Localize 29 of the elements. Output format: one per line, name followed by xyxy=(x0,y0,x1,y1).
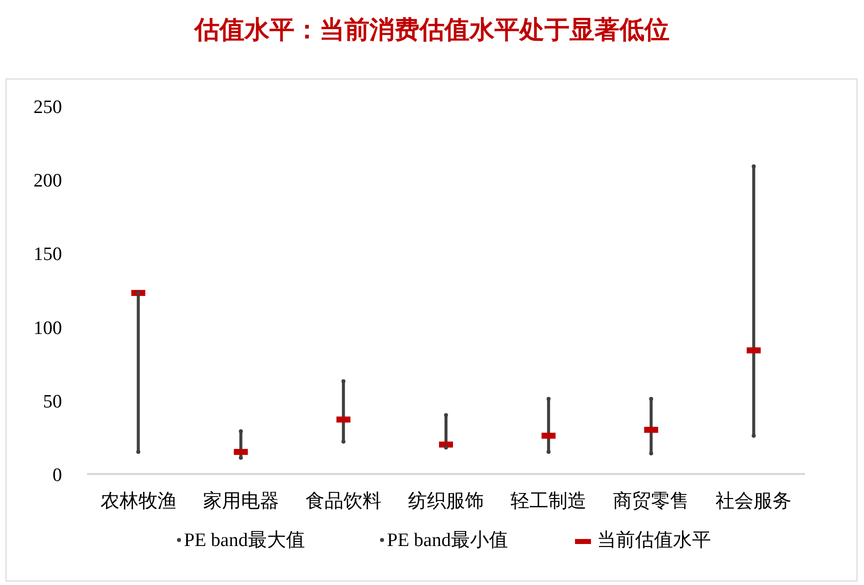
point xyxy=(752,434,756,438)
y-tick-label: 150 xyxy=(34,244,62,266)
point xyxy=(649,451,654,456)
x-tick-label: 轻工制造 xyxy=(510,491,587,512)
point xyxy=(546,450,551,454)
x-tick-label: 纺织服饰 xyxy=(408,491,484,512)
legend-label: PE band最小值 xyxy=(387,530,508,551)
point xyxy=(444,446,448,450)
point xyxy=(238,456,243,460)
y-tick-label: 50 xyxy=(43,391,62,412)
point xyxy=(649,396,654,401)
point xyxy=(341,379,346,384)
y-tick-label: 100 xyxy=(34,318,62,339)
x-tick-label: 家用电器 xyxy=(202,490,279,512)
y-tick-label: 200 xyxy=(34,170,62,192)
x-tick-label: 社会服务 xyxy=(716,491,792,512)
point xyxy=(546,396,551,401)
x-tick-label: 农林牧渔 xyxy=(100,491,176,512)
legend-label: PE band最大值 xyxy=(184,530,305,551)
point xyxy=(752,164,756,168)
legend-label: 当前估值水平 xyxy=(597,530,711,551)
y-tick-label: 0 xyxy=(52,465,62,486)
chart-title: 估值水平：当前消费估值水平处于显著低位 xyxy=(194,15,670,44)
x-tick-label: 食品饮料 xyxy=(305,491,382,512)
point xyxy=(238,429,243,434)
x-tick-label: 商贸零售 xyxy=(613,490,690,512)
y-tick-label: 250 xyxy=(34,97,62,118)
point xyxy=(136,450,140,454)
point xyxy=(341,440,346,444)
